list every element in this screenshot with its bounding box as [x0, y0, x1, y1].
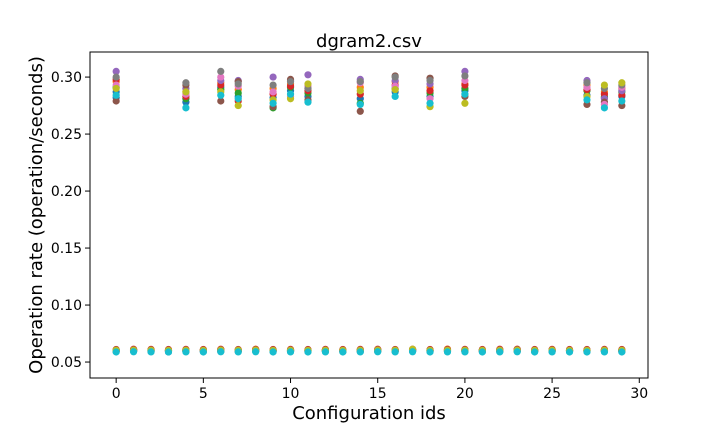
y-tick-label: 0.30 [51, 70, 82, 86]
data-point [356, 78, 364, 86]
data-point [443, 348, 452, 356]
data-point [531, 348, 539, 356]
x-tick-label: 0 [112, 386, 121, 402]
data-point [269, 99, 277, 107]
data-point [408, 348, 417, 356]
data-point [217, 348, 225, 356]
data-point [217, 67, 225, 75]
x-tick-label: 15 [369, 386, 387, 402]
data-point [583, 348, 591, 356]
data-point [182, 79, 190, 87]
data-point [286, 90, 295, 98]
data-point [304, 71, 312, 79]
data-point [269, 81, 277, 89]
data-point [269, 348, 277, 356]
data-point [269, 73, 277, 81]
x-tick-label: 10 [282, 386, 300, 402]
data-point [356, 100, 364, 109]
data-point [600, 81, 609, 89]
data-point [129, 348, 138, 356]
data-point [618, 79, 626, 87]
data-point [252, 348, 260, 356]
data-point [304, 348, 312, 356]
data-point [391, 348, 399, 356]
data-point [234, 101, 242, 110]
data-point [112, 348, 120, 356]
data-point [565, 348, 574, 356]
y-tick-label: 0.25 [51, 127, 82, 143]
plot-frame [89, 51, 649, 379]
data-point [426, 348, 434, 356]
y-tick-label: 0.05 [51, 355, 82, 371]
data-point [269, 88, 277, 96]
x-tick-label: 25 [543, 386, 561, 402]
data-point [618, 348, 626, 356]
data-point [234, 80, 242, 88]
data-point [164, 348, 173, 356]
y-axis-ticks: 0.05 0.10 0.15 0.20 0.25 0.30 [51, 70, 90, 371]
data-point [217, 91, 225, 99]
x-tick-label: 20 [456, 386, 474, 402]
data-point [600, 104, 609, 112]
data-point [112, 67, 120, 75]
data-point [234, 89, 242, 97]
data-point [182, 88, 190, 96]
data-point [339, 348, 347, 356]
data-point [583, 79, 591, 87]
y-tick-label: 0.20 [51, 184, 82, 200]
data-point [182, 104, 190, 112]
data-point [391, 73, 399, 81]
data-point [217, 73, 225, 81]
data-point [513, 348, 521, 356]
x-tick-label: 30 [630, 386, 648, 402]
y-tick-label: 0.10 [51, 298, 82, 314]
data-point [461, 348, 469, 356]
data-point [199, 348, 207, 356]
data-point [112, 73, 120, 81]
chart-title: dgram2.csv [316, 31, 422, 52]
data-point [478, 348, 486, 356]
data-point [496, 348, 504, 356]
data-point [112, 91, 120, 99]
y-axis-title: Operation rate (operation/seconds) [26, 56, 47, 374]
data-points [112, 67, 626, 356]
x-tick-label: 5 [199, 386, 208, 402]
data-point [234, 348, 242, 356]
data-point [374, 348, 382, 356]
data-point [286, 78, 295, 86]
x-axis-ticks: 0 5 10 15 20 25 30 [112, 378, 648, 402]
data-point [461, 99, 469, 107]
data-point [618, 97, 626, 105]
data-point [548, 348, 556, 356]
data-point [304, 98, 312, 106]
data-point [217, 97, 225, 105]
data-point [600, 348, 609, 356]
data-point [356, 107, 364, 115]
data-point [112, 84, 120, 93]
data-point [391, 92, 399, 101]
data-point [461, 90, 469, 98]
data-point [583, 96, 591, 104]
data-point [286, 348, 295, 356]
data-point [391, 86, 399, 94]
y-tick-label: 0.15 [51, 241, 82, 257]
x-axis-title: Configuration ids [292, 403, 446, 424]
data-point [461, 72, 469, 80]
data-point [426, 76, 434, 85]
data-point [356, 348, 364, 356]
data-point [321, 348, 330, 356]
data-point [426, 87, 434, 95]
data-point [182, 348, 190, 356]
data-point [112, 97, 120, 105]
data-point [304, 80, 312, 88]
data-point [147, 348, 155, 356]
data-point [234, 95, 242, 103]
data-point [356, 87, 364, 95]
data-point [426, 99, 434, 107]
